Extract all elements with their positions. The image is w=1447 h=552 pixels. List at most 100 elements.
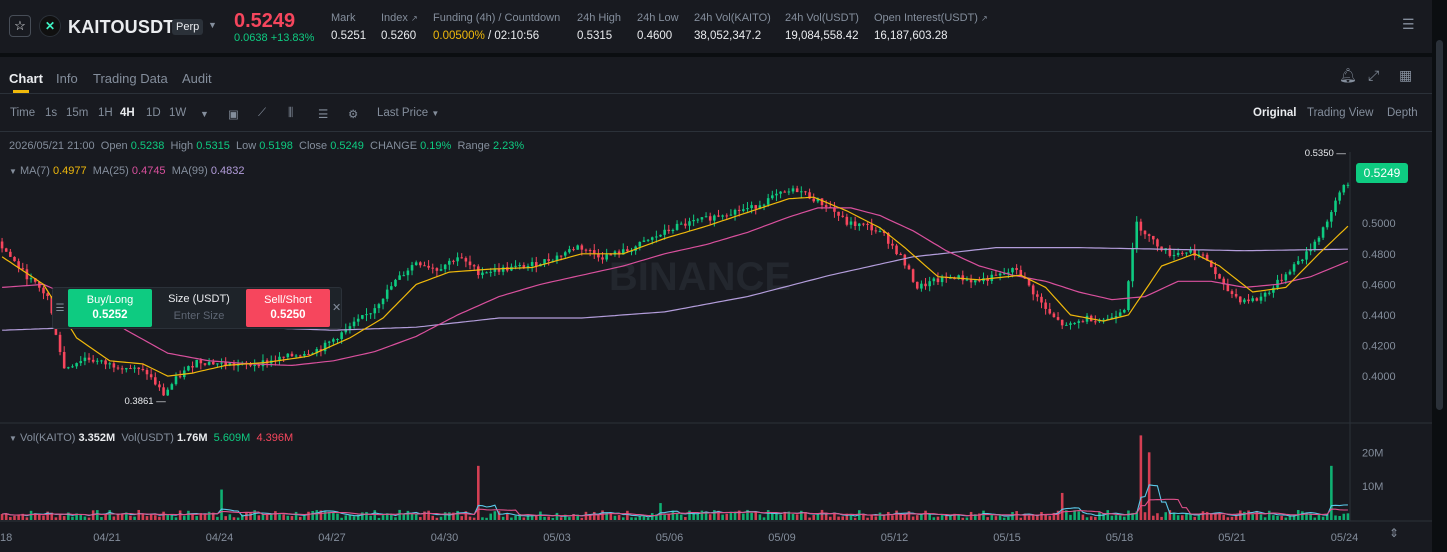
volume-bar — [762, 517, 766, 520]
more-menu-icon[interactable]: ☰ — [1402, 16, 1415, 32]
stat-funding: Funding (4h) / Countdown 0.00500% / 02:1… — [433, 12, 561, 42]
volume-bar — [1222, 514, 1225, 520]
time-axis-tick: 04/21 — [93, 532, 121, 544]
volume-bar — [390, 514, 393, 520]
volume-bar — [67, 512, 70, 520]
volume-bar — [833, 512, 836, 520]
interval-1h[interactable]: 1H — [98, 107, 113, 119]
gear-icon[interactable]: ⚙ — [348, 109, 359, 121]
candle-body — [667, 229, 671, 232]
volume-bar — [112, 516, 116, 520]
ticker-bar: ☆ ✕ KAITOUSDT Perp ▼ 0.5249 0.0638 +13.8… — [0, 0, 1432, 53]
candle-body — [920, 283, 923, 289]
time-axis-tick: 18 — [0, 532, 12, 544]
symbol-name[interactable]: KAITOUSDT — [68, 17, 175, 37]
tab-trading-data[interactable]: Trading Data — [93, 71, 168, 86]
candle-type-icon[interactable]: ⫼ — [288, 107, 294, 119]
candle-body — [1077, 321, 1081, 323]
drag-handle-icon[interactable]: ☰ — [55, 302, 65, 314]
candle-body — [783, 191, 787, 193]
scrollbar-thumb[interactable] — [1436, 40, 1443, 410]
volume-bar — [605, 512, 608, 520]
view-depth[interactable]: Depth — [1387, 107, 1418, 119]
interval-1w[interactable]: 1W — [169, 107, 187, 119]
candle-body — [21, 268, 25, 270]
volume-bar — [1036, 516, 1039, 520]
interval-1d[interactable]: 1D — [146, 107, 161, 119]
volume-bar — [1002, 517, 1006, 520]
candle-body — [419, 262, 422, 266]
candle-body — [621, 249, 625, 255]
ma-legend[interactable]: ▼ MA(7) 0.4977 MA(25) 0.4745 MA(99) 0.48… — [9, 165, 245, 177]
view-original[interactable]: Original — [1253, 107, 1297, 119]
volume-bar — [866, 517, 869, 520]
price-type-select[interactable]: Last Price ▼ — [377, 107, 440, 119]
candle-body — [50, 296, 54, 314]
candle-body — [1346, 184, 1350, 186]
size-placeholder[interactable]: Enter Size — [173, 310, 225, 322]
stat-open-interest[interactable]: Open Interest(USDT) ↗ 16,187,603.28 — [874, 12, 988, 42]
volume-bar — [704, 512, 708, 520]
volume-bar — [804, 512, 807, 520]
info-arrow-icon: ↗ — [980, 14, 988, 23]
candle-body — [978, 280, 981, 282]
bell-icon[interactable]: 🔔︎ — [1339, 67, 1357, 83]
chevron-down-icon[interactable]: ▼ — [9, 434, 17, 443]
candle-body — [862, 223, 865, 225]
info-arrow-icon: ↗ — [410, 14, 418, 23]
settings-sliders-icon[interactable]: ☰ — [318, 109, 329, 121]
candle-body — [626, 249, 629, 252]
candlestick-chart[interactable]: BINANCE 0.5000 0.4800 0.4600 0.4400 0.4200 0.4… — [0, 132, 1432, 552]
calendar-icon[interactable]: ▣ — [228, 109, 239, 121]
candle-body — [452, 260, 455, 262]
candle-body — [1015, 268, 1018, 270]
candle-body — [439, 269, 443, 271]
tab-chart[interactable]: Chart — [9, 71, 43, 86]
volume-bar — [211, 512, 215, 520]
chevron-down-icon[interactable]: ▼ — [208, 20, 217, 30]
volume-bar — [775, 512, 778, 520]
star-icon[interactable]: ☆ — [9, 15, 31, 37]
indicator-icon[interactable]: ⟋ — [258, 107, 267, 119]
volume-bar — [530, 516, 534, 520]
volume-bar — [1027, 515, 1031, 520]
sell-short-button[interactable]: Sell/Short 0.5250 — [246, 289, 330, 327]
interval-15m[interactable]: 15m — [66, 107, 89, 119]
candle-body — [96, 360, 99, 362]
volume-bar — [626, 510, 629, 520]
volume-legend[interactable]: ▼ Vol(KAITO) 3.352M Vol(USDT) 1.76M 5.60… — [9, 432, 294, 444]
kaito-logo-icon: ✕ — [39, 15, 61, 37]
candle-body — [170, 384, 174, 390]
interval-time[interactable]: Time — [10, 107, 36, 119]
volume-bar — [1135, 511, 1139, 520]
candle-body — [1243, 299, 1246, 303]
interval-dropdown-icon[interactable]: ▼ — [200, 109, 209, 119]
volume-bar — [46, 511, 49, 520]
axis-resize-icon[interactable]: ⇕ — [1389, 526, 1400, 540]
chevron-down-icon[interactable]: ▼ — [9, 167, 17, 176]
view-trading-view[interactable]: Trading View — [1307, 107, 1374, 119]
volume-bar — [1280, 515, 1283, 520]
tab-audit[interactable]: Audit — [182, 71, 212, 86]
candle-body — [100, 360, 103, 362]
close-icon[interactable]: ✕ — [332, 302, 342, 314]
candle-body — [969, 279, 973, 283]
candle-body — [1102, 319, 1105, 321]
expand-icon[interactable]: ⤢ — [1368, 67, 1380, 83]
tab-info[interactable]: Info — [56, 71, 78, 86]
page-scrollbar[interactable] — [1432, 0, 1447, 552]
candle-body — [112, 363, 116, 368]
candle-body — [137, 367, 141, 369]
chart-area[interactable]: BINANCE 0.5000 0.4800 0.4600 0.4400 0.4200 0.4… — [0, 132, 1432, 552]
interval-1s[interactable]: 1s — [45, 107, 58, 119]
size-input[interactable]: Size (USDT) Enter Size — [154, 293, 244, 322]
stat-index[interactable]: Index ↗ 0.5260 — [381, 12, 418, 42]
volume-bar — [265, 513, 269, 520]
volume-bar — [903, 514, 907, 520]
buy-long-button[interactable]: Buy/Long 0.5252 — [68, 289, 152, 327]
interval-4h[interactable]: 4H — [120, 107, 135, 119]
volume-bar — [336, 513, 339, 520]
candle-body — [199, 359, 203, 364]
grid-layout-icon[interactable]: ▦ — [1399, 67, 1413, 83]
candle-body — [356, 318, 360, 322]
